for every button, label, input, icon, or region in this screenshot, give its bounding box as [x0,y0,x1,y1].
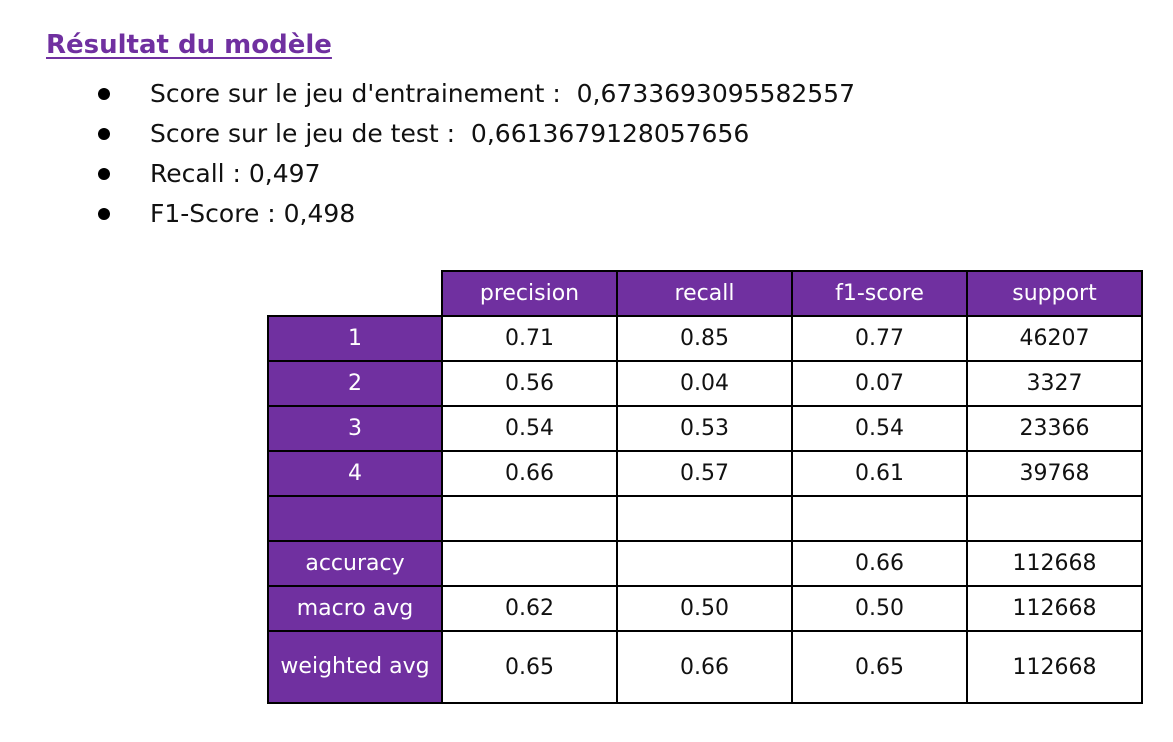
table-cell: 0.07 [791,360,968,407]
table-cell: 0.61 [791,450,968,497]
table-cell [616,495,793,542]
list-item: Recall : 0,497 [98,154,855,194]
section-title: Résultat du modèle [46,30,332,60]
table-cell: 0.53 [616,405,793,452]
row-header: weighted avg [267,630,443,704]
row-header: 2 [267,360,443,407]
row-header: 1 [267,315,443,362]
column-header-precision: precision [441,270,618,317]
list-item: F1-Score : 0,498 [98,194,855,234]
table-cell: 46207 [966,315,1143,362]
table-cell: 0.57 [616,450,793,497]
table-cell: 0.54 [441,405,618,452]
metric-label: Score sur le jeu d'entrainement : [150,79,569,108]
table-cell [791,495,968,542]
table-cell: 0.54 [791,405,968,452]
table-row: macro avg 0.62 0.50 0.50 112668 [267,585,1143,632]
table-cell: 23366 [966,405,1143,452]
table-cell: 0.50 [616,585,793,632]
metric-label: F1-Score : [150,199,284,228]
bullet-icon [98,168,110,180]
table-cell: 0.66 [791,540,968,587]
list-item: Score sur le jeu de test : 0,66136791280… [98,114,855,154]
table-row: 1 0.71 0.85 0.77 46207 [267,315,1143,362]
table-row: accuracy 0.66 112668 [267,540,1143,587]
bullet-icon [98,88,110,100]
table-cell: 0.85 [616,315,793,362]
table-cell: 0.65 [791,630,968,704]
table-row: 3 0.54 0.53 0.54 23366 [267,405,1143,452]
table-cell: 0.04 [616,360,793,407]
table-cell: 0.65 [441,630,618,704]
table-cell [441,540,618,587]
table-cell: 0.71 [441,315,618,362]
classification-report-table: precision recall f1-score support 1 0.71… [267,270,1143,704]
table-cell: 0.56 [441,360,618,407]
table-cell: 0.77 [791,315,968,362]
metric-value: 0,498 [283,199,356,228]
bullet-icon [98,128,110,140]
table-cell: 0.66 [441,450,618,497]
metric-value: 0,6733693095582557 [568,79,855,108]
list-item: Score sur le jeu d'entrainement : 0,6733… [98,74,855,114]
row-header [267,495,443,542]
table-cell: 112668 [966,540,1143,587]
table-cell: 112668 [966,585,1143,632]
row-header: 4 [267,450,443,497]
table-cell: 3327 [966,360,1143,407]
row-header: macro avg [267,585,443,632]
table-cell: 112668 [966,630,1143,704]
table-row: weighted avg 0.65 0.66 0.65 112668 [267,630,1143,704]
row-header: accuracy [267,540,443,587]
table-row [267,495,1143,542]
table-cell [966,495,1143,542]
bullet-icon [98,208,110,220]
metric-value: 0,497 [248,159,321,188]
table-cell [441,495,618,542]
column-header-support: support [966,270,1143,317]
table-corner [268,271,442,316]
table-cell: 39768 [966,450,1143,497]
metrics-list: Score sur le jeu d'entrainement : 0,6733… [98,74,855,234]
table-cell: 0.50 [791,585,968,632]
column-header-recall: recall [616,270,793,317]
table-row: 2 0.56 0.04 0.07 3327 [267,360,1143,407]
metric-value: 0,6613679128057656 [462,119,750,148]
table-cell [616,540,793,587]
table-cell: 0.62 [441,585,618,632]
metric-label: Recall : [150,159,249,188]
table-header-row: precision recall f1-score support [268,270,1143,317]
table-cell: 0.66 [616,630,793,704]
row-header: 3 [267,405,443,452]
table-row: 4 0.66 0.57 0.61 39768 [267,450,1143,497]
column-header-f1-score: f1-score [791,270,968,317]
metric-label: Score sur le jeu de test : [150,119,463,148]
